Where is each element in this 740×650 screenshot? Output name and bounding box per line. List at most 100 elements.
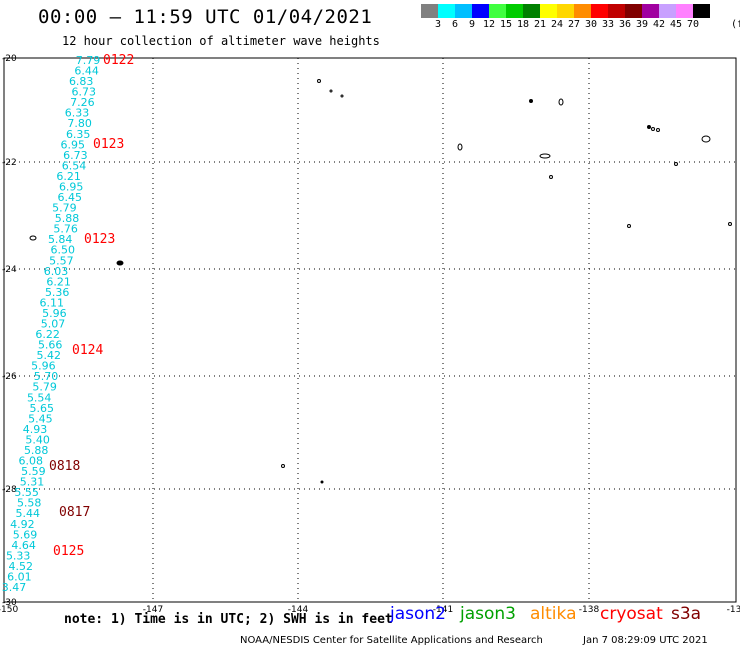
wave-height-value: 6.83: [69, 75, 94, 88]
time-tag: 0123: [84, 232, 115, 247]
generated-time: Jan 7 08:29:09 UTC 2021: [583, 635, 708, 646]
lon-label: -13: [727, 605, 740, 615]
legend-label: 15: [499, 19, 513, 30]
legend-swatch: [506, 4, 523, 18]
legend-swatch: [472, 4, 489, 18]
legend-swatch: [591, 4, 608, 18]
legend-label: 27: [567, 19, 581, 30]
island: [457, 143, 463, 151]
lon-label: -141: [433, 605, 453, 615]
legend-swatch: [523, 4, 540, 18]
legend-swatch: [676, 4, 693, 18]
island: [539, 153, 551, 159]
island: [340, 94, 344, 98]
wave-height-value: 7.80: [67, 117, 92, 130]
wave-height-value: 5.07: [41, 318, 66, 331]
wave-height-value: 5.66: [38, 339, 63, 352]
wave-height-value: 3.47: [2, 581, 27, 594]
time-tag: 0123: [93, 137, 124, 152]
islands: [29, 79, 732, 484]
legend-swatch: [455, 4, 472, 18]
page-subtitle: 12 hour collection of altimeter wave hei…: [62, 34, 380, 48]
wave-height-value: 5.76: [53, 223, 78, 236]
island: [674, 162, 678, 166]
wave-height-value: 6.21: [56, 170, 81, 183]
satellite-name: altika: [530, 604, 577, 624]
island: [558, 98, 564, 106]
wave-height-value: 6.73: [72, 86, 97, 99]
island: [529, 99, 533, 103]
legend-label: 24: [550, 19, 564, 30]
credit-line: NOAA/NESDIS Center for Satellite Applica…: [240, 635, 543, 646]
legend-label: 18: [516, 19, 530, 30]
legend-label: 36: [618, 19, 632, 30]
legend-swatch: [557, 4, 574, 18]
legend-swatch: [540, 4, 557, 18]
legend-label: 70: [686, 19, 700, 30]
time-tag: 0818: [49, 459, 80, 474]
legend-label: 12: [482, 19, 496, 30]
satellite-name: cryosat: [600, 604, 663, 624]
time-tag: 0124: [72, 343, 103, 358]
satellite-name: s3a: [671, 604, 702, 624]
wave-height-value: 6.73: [63, 149, 88, 162]
wave-height-value: 5.40: [25, 433, 50, 446]
axis-labels: -20 -22 -24 -26 -28 -30-150 -147 -144 -141 -138 -1…: [0, 54, 740, 615]
island: [651, 127, 655, 131]
lon-label: -144: [288, 605, 309, 615]
island: [627, 224, 631, 228]
time-tag: 0125: [53, 544, 84, 559]
wave-height-value: 5.54: [27, 391, 52, 404]
wave-height-value: 5.59: [21, 465, 46, 478]
wave-height-value: 6.45: [58, 191, 83, 204]
island: [656, 128, 660, 132]
lat-label: -28: [2, 485, 17, 495]
legend-label: 45: [669, 19, 683, 30]
legend-label: 39: [635, 19, 649, 30]
legend-swatch: [625, 4, 642, 18]
satellite-name: jason2: [390, 604, 446, 624]
altimeter-track: 7.796.446.836.737.266.337.806.356.956.73…: [2, 54, 101, 594]
wave-height-value: 7.79: [76, 54, 101, 67]
wave-height-value: 6.44: [74, 65, 99, 78]
wave-height-value: 6.01: [7, 571, 32, 584]
legend-label: 9: [468, 19, 476, 30]
footer-note: note: 1) Time is in UTC; 2) SWH is in fe…: [64, 612, 393, 627]
lat-label: -30: [2, 598, 17, 608]
lat-label: -26: [2, 372, 17, 382]
wave-height-value: 5.42: [37, 349, 62, 362]
wave-height-value: 4.93: [23, 423, 48, 436]
wave-height-value: 6.50: [51, 244, 76, 257]
wave-height-value: 5.96: [42, 307, 67, 320]
wave-height-value: 6.11: [40, 296, 65, 309]
lon-label: -138: [579, 605, 600, 615]
wave-height-value: 5.57: [49, 254, 74, 267]
lon-label: -147: [143, 605, 163, 615]
wave-height-value: 5.79: [32, 381, 57, 394]
wave-height-value: 5.65: [30, 402, 55, 415]
wave-height-value: 5.58: [17, 497, 42, 510]
wave-height-value: 5.84: [48, 233, 73, 246]
wave-height-value: 7.26: [70, 96, 95, 109]
lat-label: -20: [2, 54, 17, 64]
legend-swatch: [421, 4, 438, 18]
lat-label: -24: [2, 265, 17, 275]
legend-swatch: [693, 4, 710, 18]
page-title: 00:00 – 11:59 UTC 01/04/2021: [38, 6, 373, 28]
legend-swatch: [659, 4, 676, 18]
legend-swatch: [438, 4, 455, 18]
legend-label: 30: [584, 19, 598, 30]
time-tag: 0817: [59, 505, 90, 520]
legend-label: 21: [533, 19, 547, 30]
lat-label: -22: [2, 158, 17, 168]
wave-height-value: 6.21: [46, 275, 71, 288]
island: [281, 464, 285, 468]
island: [549, 175, 553, 179]
satellite-name: jason3: [460, 604, 516, 624]
wave-height-value: 5.88: [55, 212, 80, 225]
lon-label: -150: [0, 605, 18, 615]
legend-label: 33: [601, 19, 615, 30]
wave-height-value: 5.96: [31, 360, 56, 373]
